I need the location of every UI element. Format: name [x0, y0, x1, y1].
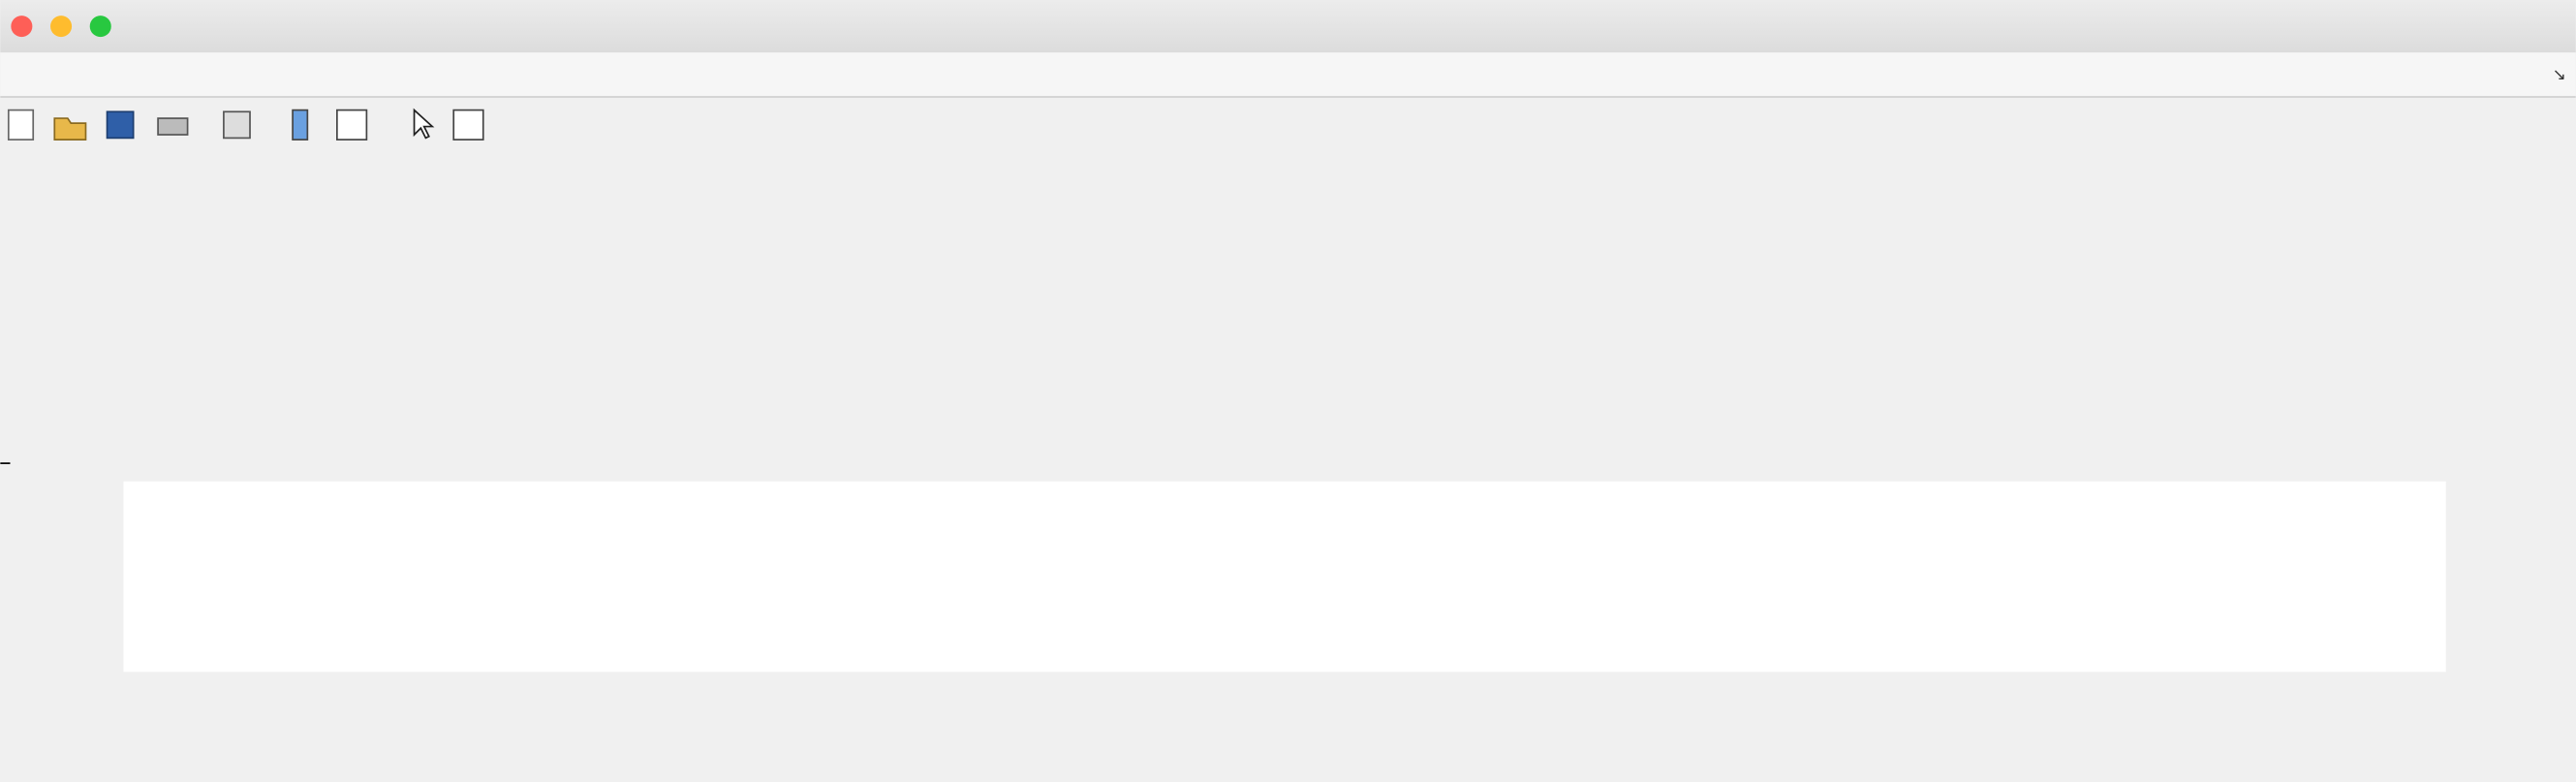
colorbar-icon[interactable]	[292, 109, 309, 141]
toolbar	[7, 108, 484, 141]
open-icon[interactable]	[53, 117, 87, 141]
dock-arrow[interactable]: ↘	[2553, 65, 2566, 83]
zoom-button[interactable]	[89, 16, 111, 38]
pointer-icon[interactable]	[413, 108, 435, 140]
menu-bar	[0, 52, 2576, 98]
new-icon[interactable]	[7, 109, 35, 141]
export-icon[interactable]	[223, 110, 251, 140]
close-button[interactable]	[11, 16, 33, 38]
save-icon[interactable]	[106, 110, 135, 140]
print-icon[interactable]	[157, 117, 189, 136]
minimize-button[interactable]	[50, 16, 73, 38]
plot-area	[123, 481, 2446, 673]
legend-icon[interactable]	[336, 109, 368, 141]
property-icon[interactable]	[452, 109, 484, 141]
title-bar	[0, 0, 2576, 53]
